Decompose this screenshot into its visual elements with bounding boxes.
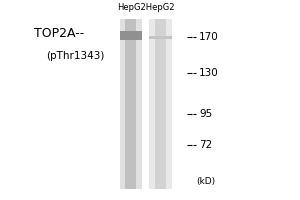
Text: 130: 130 <box>199 68 219 78</box>
Bar <box>125 19 136 189</box>
Bar <box>155 19 166 189</box>
Text: (pThr1343): (pThr1343) <box>46 51 104 61</box>
Text: 95: 95 <box>199 109 212 119</box>
Text: TOP2A--: TOP2A-- <box>34 27 85 40</box>
Bar <box>119 19 142 189</box>
Text: (kD): (kD) <box>196 177 215 186</box>
Text: 170: 170 <box>199 32 219 42</box>
Bar <box>149 19 172 189</box>
Bar <box>119 31 142 40</box>
Text: 72: 72 <box>199 140 212 150</box>
Text: HepG2HepG2: HepG2HepG2 <box>117 3 174 12</box>
Bar <box>149 36 172 39</box>
